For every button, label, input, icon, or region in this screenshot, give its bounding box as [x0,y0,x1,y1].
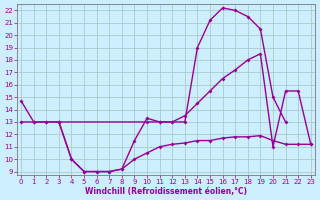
X-axis label: Windchill (Refroidissement éolien,°C): Windchill (Refroidissement éolien,°C) [85,187,247,196]
